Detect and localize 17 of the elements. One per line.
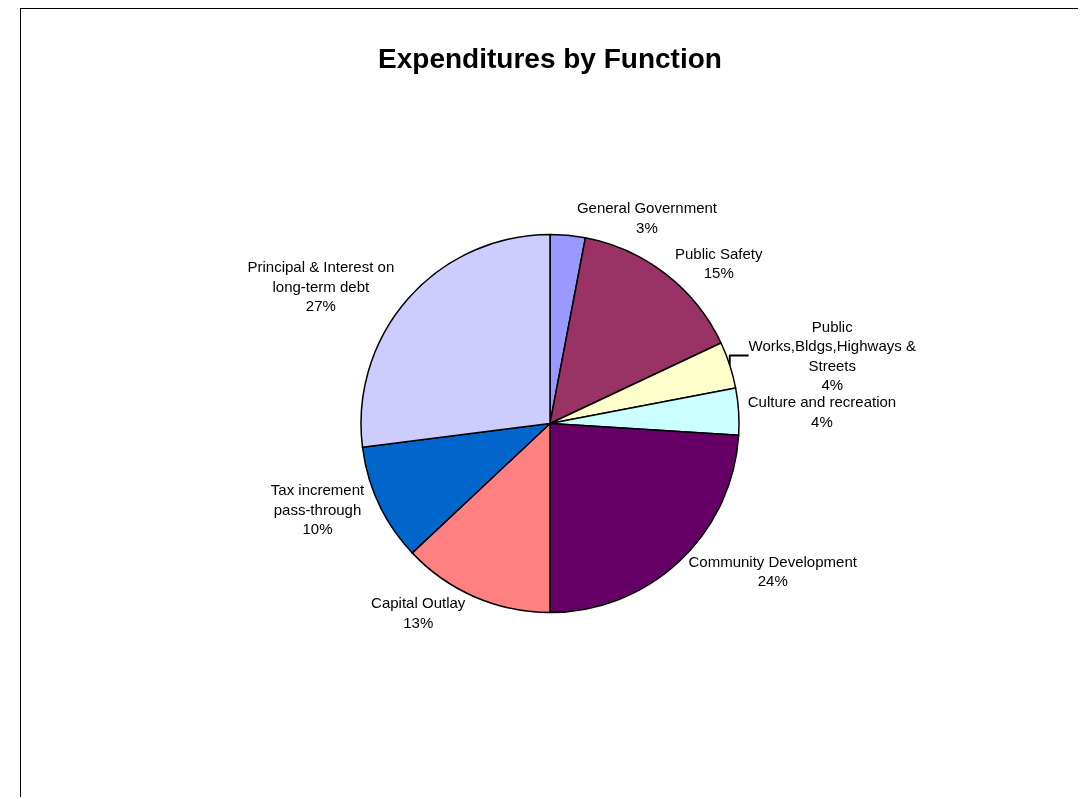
data-label: 10% [302, 520, 333, 538]
slice-label: Culture and recreation [747, 393, 897, 411]
data-label: 4% [811, 412, 833, 430]
slice-label: Principal & Interest on long-term debt [247, 258, 395, 295]
slice-label: General Government [576, 199, 718, 216]
data-label: 4% [821, 376, 844, 394]
data-label: 3% [636, 218, 658, 236]
data-label: 24% [757, 572, 788, 590]
slice-label: Community Development [688, 552, 858, 570]
slice-label: Capital Outlay [371, 594, 466, 612]
slice-label: Public Works,Bldgs,Highways & Streets [748, 317, 916, 374]
data-label: 13% [403, 613, 434, 631]
data-label: 15% [703, 264, 734, 282]
chart-title: Expenditures by Function [378, 43, 722, 75]
slice-label: Public Safety [674, 244, 764, 262]
slice-label: Tax increment pass-through [270, 481, 365, 518]
data-label: 27% [305, 297, 336, 315]
